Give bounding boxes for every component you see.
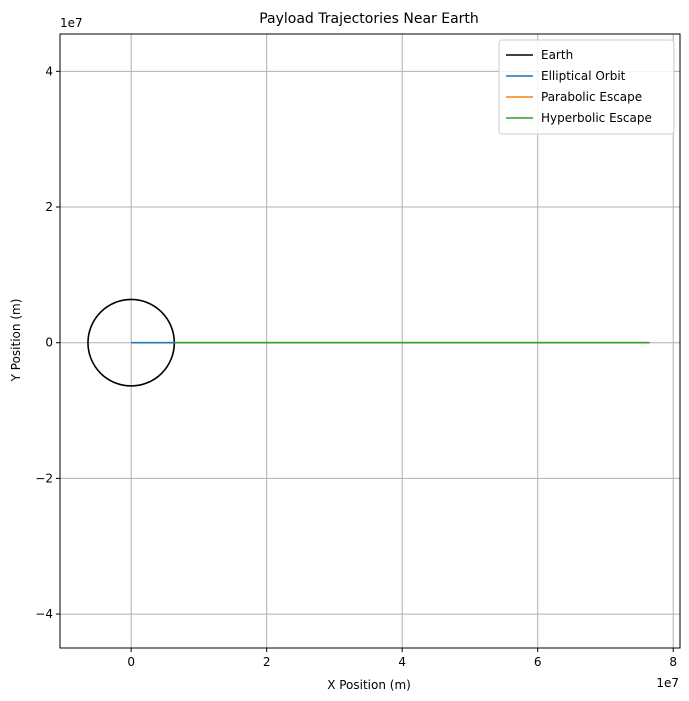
y-tick-label: −4 — [35, 607, 53, 621]
x-axis-label: X Position (m) — [327, 678, 411, 692]
y-tick-label: 2 — [45, 200, 53, 214]
y-axis-label: Y Position (m) — [9, 299, 23, 383]
legend-label: Hyperbolic Escape — [541, 111, 652, 125]
y-axis-offset-label: 1e7 — [60, 16, 83, 30]
plot-area — [87, 298, 650, 387]
y-tick-label: 4 — [45, 64, 53, 78]
x-axis-ticks: 0 2 4 6 8 — [127, 648, 677, 669]
legend: Earth Elliptical Orbit Parabolic Escape Hyp… — [498, 39, 675, 135]
legend-label: Earth — [541, 48, 573, 62]
y-axis-ticks: −4 −2 0 2 4 — [35, 64, 60, 621]
legend-label: Parabolic Escape — [541, 90, 642, 104]
axes-frame — [59, 33, 681, 649]
x-tick-label: 2 — [263, 655, 271, 669]
legend-label: Elliptical Orbit — [541, 69, 626, 83]
x-tick-label: 8 — [669, 655, 677, 669]
chart-title: Payload Trajectories Near Earth — [259, 11, 479, 27]
x-axis-offset-label: 1e7 — [656, 676, 679, 690]
y-tick-label: 0 — [45, 336, 53, 350]
x-tick-label: 0 — [127, 655, 135, 669]
y-tick-label: −2 — [35, 471, 53, 485]
legend-box — [498, 39, 675, 135]
x-tick-label: 6 — [534, 655, 542, 669]
x-tick-label: 4 — [398, 655, 406, 669]
